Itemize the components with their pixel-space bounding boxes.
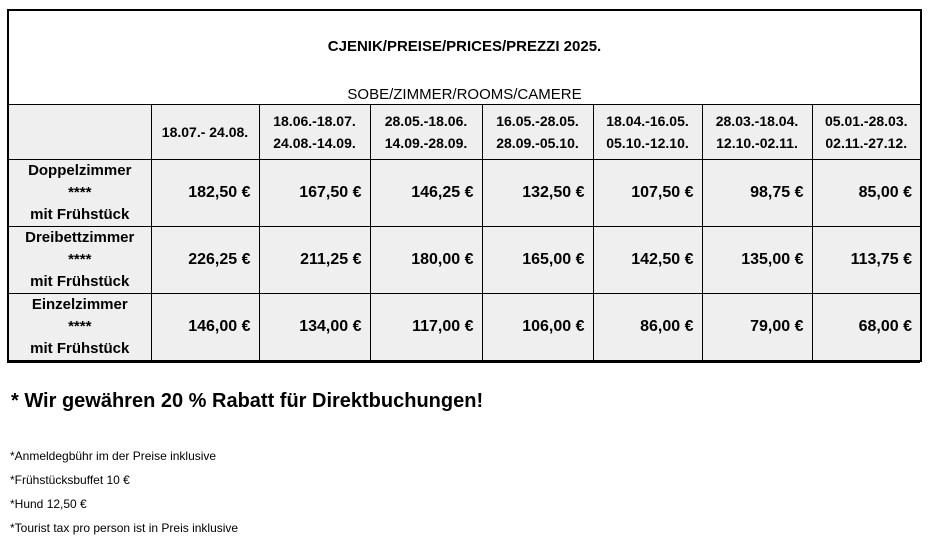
table-bottom-rule xyxy=(7,360,920,363)
price-cell: 98,75 € xyxy=(701,159,813,227)
period-header: 05.01.-28.03. 02.11.-27.12. xyxy=(811,104,922,160)
note-line: *Anmeldegbühr im der Preise inklusive xyxy=(10,449,217,463)
table-row: Einzelzimmer **** mit Frühstück 146,00 € 1… xyxy=(7,293,922,362)
price-cell: 142,50 € xyxy=(592,226,703,294)
note-line: *Tourist tax pro person ist in Preis ink… xyxy=(10,521,239,535)
price-cell: 165,00 € xyxy=(481,226,594,294)
notes-list: *Anmeldegbühr im der Preise inklusive *F… xyxy=(10,444,238,540)
price-cell: 85,00 € xyxy=(811,159,922,227)
price-cell: 211,25 € xyxy=(258,226,371,294)
period-header: 28.03.-18.04. 12.10.-02.11. xyxy=(701,104,813,160)
price-cell: 86,00 € xyxy=(592,293,703,362)
period-header: 16.05.-28.05. 28.09.-05.10. xyxy=(481,104,594,160)
price-cell: 134,00 € xyxy=(258,293,371,362)
price-cell: 132,50 € xyxy=(481,159,594,227)
title-cell: CJENIK/PREISE/PRICES/PREZZI 2025. SOBE/Z… xyxy=(7,9,922,105)
price-cell: 182,50 € xyxy=(150,159,260,227)
period-header: 18.04.-16.05. 05.10.-12.10. xyxy=(592,104,703,160)
room-type-cell: Dreibettzimmer **** mit Frühstück xyxy=(7,226,152,294)
period-header: 18.06.-18.07. 24.08.-14.09. xyxy=(258,104,371,160)
price-list-subtitle: SOBE/ZIMMER/ROOMS/CAMERE xyxy=(347,86,582,103)
price-cell: 146,00 € xyxy=(150,293,260,362)
price-cell: 180,00 € xyxy=(369,226,483,294)
price-cell: 167,50 € xyxy=(258,159,371,227)
price-list-title: CJENIK/PREISE/PRICES/PREZZI 2025. xyxy=(327,38,602,55)
room-type-cell: Einzelzimmer **** mit Frühstück xyxy=(7,293,152,362)
room-type-cell: Doppelzimmer **** mit Frühstück xyxy=(7,159,152,227)
direct-booking-discount: * Wir gewähren 20 % Rabatt für Direktbuc… xyxy=(11,390,484,412)
price-cell: 113,75 € xyxy=(811,226,922,294)
price-cell: 226,25 € xyxy=(150,226,260,294)
price-table: CJENIK/PREISE/PRICES/PREZZI 2025. SOBE/Z… xyxy=(7,9,922,362)
period-header: 18.07.- 24.08. xyxy=(150,104,260,160)
period-header: 28.05.-18.06. 14.09.-28.09. xyxy=(369,104,483,160)
price-cell: 106,00 € xyxy=(481,293,594,362)
price-cell: 146,25 € xyxy=(369,159,483,227)
table-row: Dreibettzimmer **** mit Frühstück 226,25 €… xyxy=(7,226,922,294)
note-line: *Frühstücksbuffet 10 € xyxy=(10,473,130,487)
price-cell: 135,00 € xyxy=(701,226,813,294)
price-cell: 107,50 € xyxy=(592,159,703,227)
price-cell: 117,00 € xyxy=(369,293,483,362)
price-cell: 79,00 € xyxy=(701,293,813,362)
price-cell: 68,00 € xyxy=(811,293,922,362)
note-line: *Hund 12,50 € xyxy=(10,497,87,511)
header-corner xyxy=(7,104,152,160)
table-row: Doppelzimmer **** mit Frühstück 182,50 € 1… xyxy=(7,159,922,227)
